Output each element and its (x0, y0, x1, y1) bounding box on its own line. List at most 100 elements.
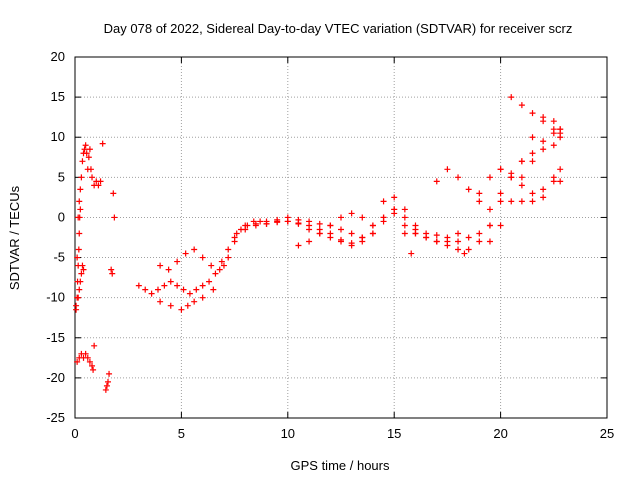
data-point (76, 214, 83, 221)
data-point (359, 238, 366, 245)
x-tick-label: 25 (600, 426, 614, 441)
data-point (82, 350, 89, 357)
data-point (550, 174, 557, 181)
data-point (106, 370, 113, 377)
data-point (110, 190, 117, 197)
data-point (191, 298, 198, 305)
data-point (216, 266, 223, 273)
y-axis-label: SDTVAR / TECUs (7, 185, 22, 290)
data-point (90, 366, 97, 373)
data-point (497, 222, 504, 229)
data-point (338, 236, 344, 243)
y-tick-label: 10 (51, 129, 65, 144)
data-point (76, 286, 83, 293)
data-point (486, 174, 493, 181)
data-point (359, 214, 366, 221)
data-point (77, 278, 84, 285)
data-point (263, 220, 270, 227)
data-point (444, 238, 451, 245)
data-point (508, 94, 515, 101)
data-point (476, 190, 483, 197)
data-point (557, 134, 564, 141)
data-point (465, 246, 472, 253)
data-point (433, 178, 440, 185)
data-point (338, 214, 344, 221)
grid (75, 57, 607, 418)
data-point (89, 174, 96, 181)
data-point (218, 258, 225, 265)
data-point (178, 306, 185, 313)
data-point (455, 230, 462, 237)
data-point (455, 174, 462, 181)
data-point (252, 220, 259, 227)
data-point (89, 362, 96, 369)
data-point (540, 194, 547, 201)
y-tick-label: -25 (46, 410, 65, 425)
series-arc-10 (518, 174, 564, 205)
data-point (391, 194, 398, 201)
data-point (557, 178, 564, 185)
data-point (80, 266, 87, 273)
data-point (497, 190, 504, 197)
x-axis-label: GPS time / hours (291, 458, 390, 473)
data-point (316, 230, 323, 237)
y-tick-label: 5 (58, 169, 65, 184)
data-point (455, 246, 462, 253)
data-point (111, 214, 118, 221)
ticks: 0 5 10 15 20 25 -25 -20 -15 -10 -5 0 5 10 15 20 (46, 49, 614, 441)
y-tick-label: 15 (51, 89, 65, 104)
data-point (380, 198, 387, 205)
data-point (529, 198, 536, 205)
data-point (529, 190, 536, 197)
data-point (78, 270, 85, 277)
y-tick-label: -20 (46, 370, 65, 385)
data-point (348, 230, 355, 237)
data-point (401, 222, 408, 229)
data-point (295, 220, 302, 227)
data-point (461, 250, 468, 257)
data-point (518, 174, 525, 181)
data-point (225, 254, 232, 261)
data-point (529, 150, 536, 157)
data-point (174, 282, 181, 289)
data-point (191, 246, 198, 253)
data-point (412, 230, 419, 237)
series-early-scatter (73, 142, 104, 313)
data-point (557, 126, 564, 133)
series-early-isolated (99, 140, 118, 393)
series-arc-6 (433, 94, 564, 213)
data-point (199, 254, 206, 261)
data-point (508, 170, 515, 177)
data-point (157, 298, 164, 305)
series-early-column-b (75, 262, 87, 301)
y-tick-label: -5 (53, 250, 65, 265)
data-point (529, 134, 536, 141)
data-point (85, 154, 92, 161)
data-point (327, 222, 334, 229)
series-arc-8 (486, 126, 564, 245)
data-point (154, 286, 161, 293)
data-point (108, 266, 115, 273)
data-point (369, 230, 376, 237)
y-tick-label: -15 (46, 330, 65, 345)
data-point (380, 214, 387, 221)
data-point (486, 238, 493, 245)
data-point (78, 174, 85, 181)
data-point (184, 302, 191, 309)
data-point (82, 142, 89, 149)
data-point (476, 230, 483, 237)
data-point (76, 230, 83, 237)
plot-frame (74, 56, 608, 419)
y-tick-label: -10 (46, 290, 65, 305)
data-point (242, 222, 249, 229)
data-point (97, 178, 104, 185)
data-point (220, 262, 227, 269)
data-point (327, 230, 334, 237)
data-point (295, 242, 302, 249)
data-point (274, 219, 281, 226)
data-point (161, 282, 168, 289)
data-point (540, 114, 547, 121)
data-point (518, 102, 525, 109)
data-point (206, 278, 213, 285)
data-point (167, 302, 174, 309)
